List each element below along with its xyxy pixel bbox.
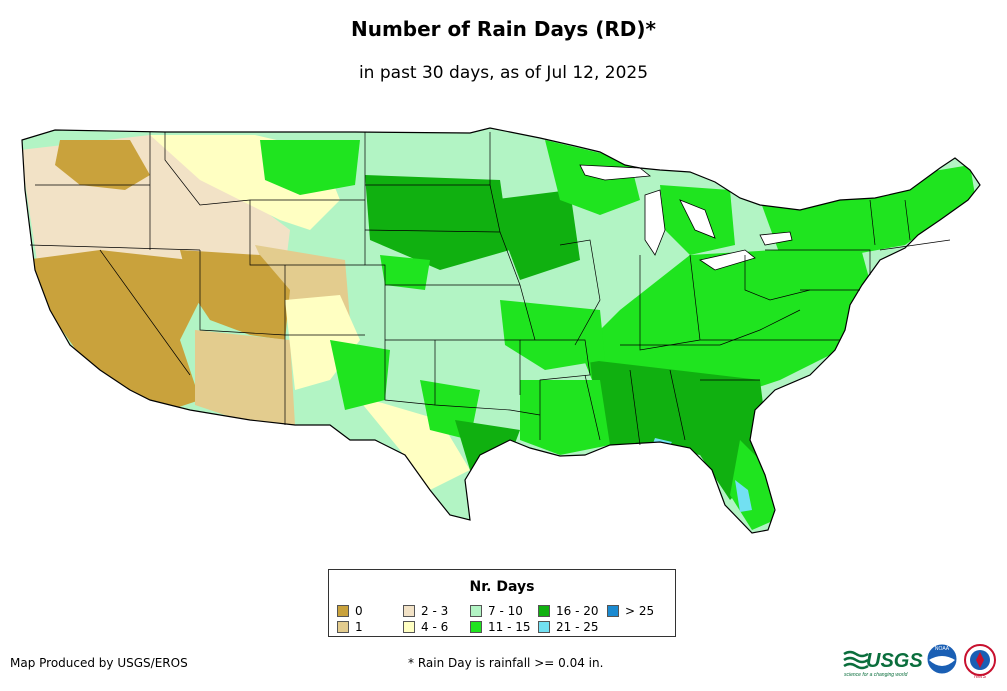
legend-item-1: 1 xyxy=(337,621,363,633)
legend-swatch xyxy=(470,605,482,617)
map-subtitle: in past 30 days, as of Jul 12, 2025 xyxy=(358,63,649,83)
legend-swatch xyxy=(607,605,619,617)
svg-text:NWS: NWS xyxy=(974,674,986,680)
svg-text:USGS: USGS xyxy=(866,650,923,672)
legend-item-4: 7 - 10 xyxy=(470,605,523,617)
usgs-logo: USGS science for a changing world xyxy=(843,650,923,678)
agency-logos: USGS science for a changing world NOAA N… xyxy=(843,643,996,680)
legend-swatch xyxy=(337,621,349,633)
svg-text:NOAA: NOAA xyxy=(935,646,950,652)
legend-swatch xyxy=(403,605,415,617)
map-title: Number of Rain Days (RD)* xyxy=(350,17,656,41)
legend-swatch xyxy=(470,621,482,633)
legend-item-3: 4 - 6 xyxy=(403,621,448,633)
svg-text:science for a changing world: science for a changing world xyxy=(844,672,908,678)
legend-item-2: 2 - 3 xyxy=(403,605,448,617)
legend-item-7: 21 - 25 xyxy=(538,621,599,633)
legend-item-0: 0 xyxy=(337,605,363,617)
footnote: * Rain Day is rainfall >= 0.04 in. xyxy=(408,656,604,670)
nws-logo: NWS xyxy=(964,644,996,680)
legend-swatch xyxy=(337,605,349,617)
legend-swatch xyxy=(538,621,550,633)
legend-title: Nr. Days xyxy=(469,579,535,595)
map-credit: Map Produced by USGS/EROS xyxy=(10,656,188,670)
noaa-logo: NOAA xyxy=(926,643,958,675)
legend-swatch xyxy=(538,605,550,617)
legend-item-5: 11 - 15 xyxy=(470,621,531,633)
us-rain-days-map xyxy=(21,127,981,534)
legend-swatch xyxy=(403,621,415,633)
legend: Nr. Days 0 1 2 - 3 4 - 6 7 - 10 11 - 15 … xyxy=(328,569,676,637)
legend-item-8: > 25 xyxy=(607,605,654,617)
legend-item-6: 16 - 20 xyxy=(538,605,599,617)
